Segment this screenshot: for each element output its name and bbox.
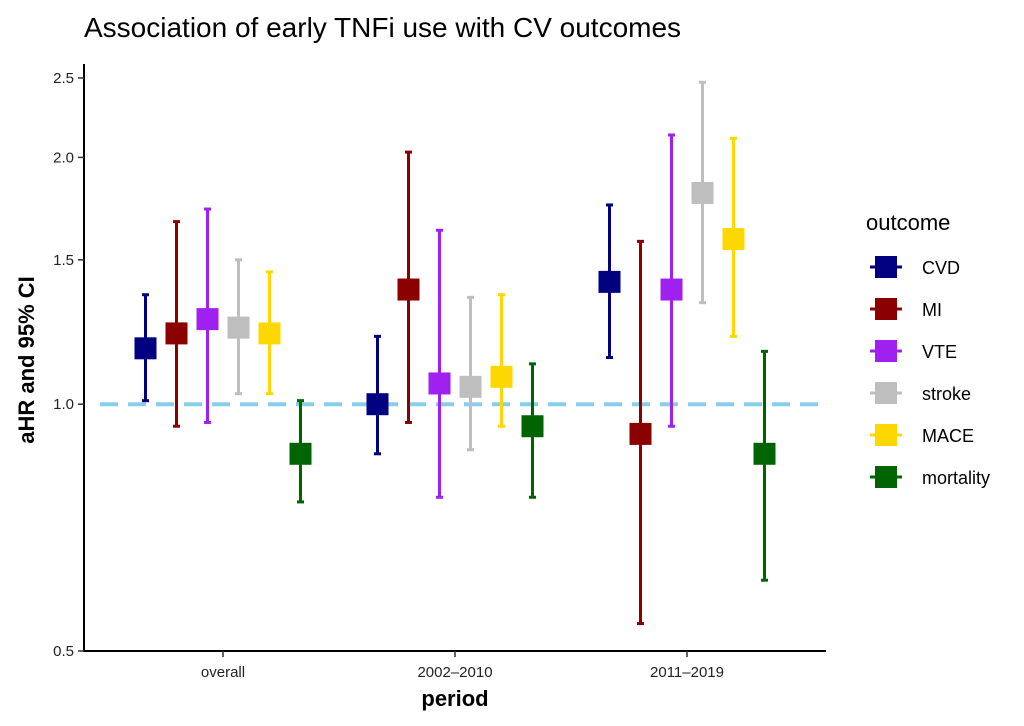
legend-label: MI bbox=[922, 300, 942, 320]
legend-label: VTE bbox=[922, 342, 957, 362]
legend-label: MACE bbox=[922, 426, 974, 446]
plot-area bbox=[100, 80, 818, 626]
point-marker bbox=[660, 278, 683, 301]
point-marker bbox=[227, 316, 250, 339]
y-tick-label: 2.0 bbox=[53, 149, 74, 166]
point-marker bbox=[134, 337, 157, 360]
legend-item-CVD: CVD bbox=[870, 256, 960, 278]
point-marker bbox=[459, 375, 482, 398]
point-marker bbox=[196, 308, 219, 331]
series-VTE bbox=[196, 133, 683, 499]
legend-label: stroke bbox=[922, 384, 971, 404]
legend-item-mortality: mortality bbox=[870, 466, 990, 488]
legend-key-marker bbox=[875, 466, 897, 488]
series-CVD bbox=[134, 203, 621, 456]
point-marker bbox=[598, 270, 621, 293]
y-axis-ticks: 0.5 1.0 1.5 2.0 2.5 bbox=[53, 70, 84, 660]
x-tick-label: overall bbox=[201, 664, 245, 681]
legend-key-marker bbox=[875, 256, 897, 278]
legend-key-marker bbox=[875, 382, 897, 404]
point-marker bbox=[722, 228, 745, 251]
legend-key-marker bbox=[875, 298, 897, 320]
point-marker bbox=[366, 393, 389, 416]
point-marker bbox=[258, 322, 281, 345]
y-tick-label: 1.5 bbox=[53, 252, 74, 269]
y-tick-label: 2.5 bbox=[53, 70, 74, 87]
y-tick-label: 0.5 bbox=[53, 643, 74, 660]
point-marker bbox=[490, 365, 513, 388]
legend-title: outcome bbox=[866, 210, 950, 235]
point-marker bbox=[753, 442, 776, 465]
y-axis-title: aHR and 95% CI bbox=[14, 276, 39, 444]
point-marker bbox=[289, 442, 312, 465]
legend-items: CVD MI VTE stroke MACE mortality bbox=[870, 256, 990, 488]
point-marker bbox=[691, 181, 714, 204]
legend-item-stroke: stroke bbox=[870, 382, 971, 404]
point-marker bbox=[521, 415, 544, 438]
x-tick-label: 2002–2010 bbox=[417, 664, 492, 681]
series-mortality bbox=[289, 349, 776, 582]
point-marker bbox=[397, 278, 420, 301]
legend-item-MI: MI bbox=[870, 298, 942, 320]
chart-title: Association of early TNFi use with CV ou… bbox=[84, 12, 681, 43]
legend-item-VTE: VTE bbox=[870, 340, 957, 362]
y-tick-label: 1.0 bbox=[53, 396, 74, 413]
x-axis-ticks: overall 2002–2010 2011–2019 bbox=[201, 651, 724, 681]
series-MACE bbox=[258, 136, 745, 428]
series-stroke bbox=[227, 80, 714, 452]
point-marker bbox=[629, 422, 652, 445]
point-marker bbox=[165, 322, 188, 345]
point-marker bbox=[428, 372, 451, 395]
legend: outcome CVD MI VTE stroke MACE mortality bbox=[866, 210, 990, 488]
legend-label: CVD bbox=[922, 258, 960, 278]
legend-label: mortality bbox=[922, 468, 990, 488]
legend-key-marker bbox=[875, 340, 897, 362]
x-tick-label: 2011–2019 bbox=[650, 664, 724, 681]
legend-key-marker bbox=[875, 424, 897, 446]
series-MI bbox=[165, 150, 652, 626]
legend-item-MACE: MACE bbox=[870, 424, 974, 446]
x-axis-title: period bbox=[421, 686, 488, 711]
